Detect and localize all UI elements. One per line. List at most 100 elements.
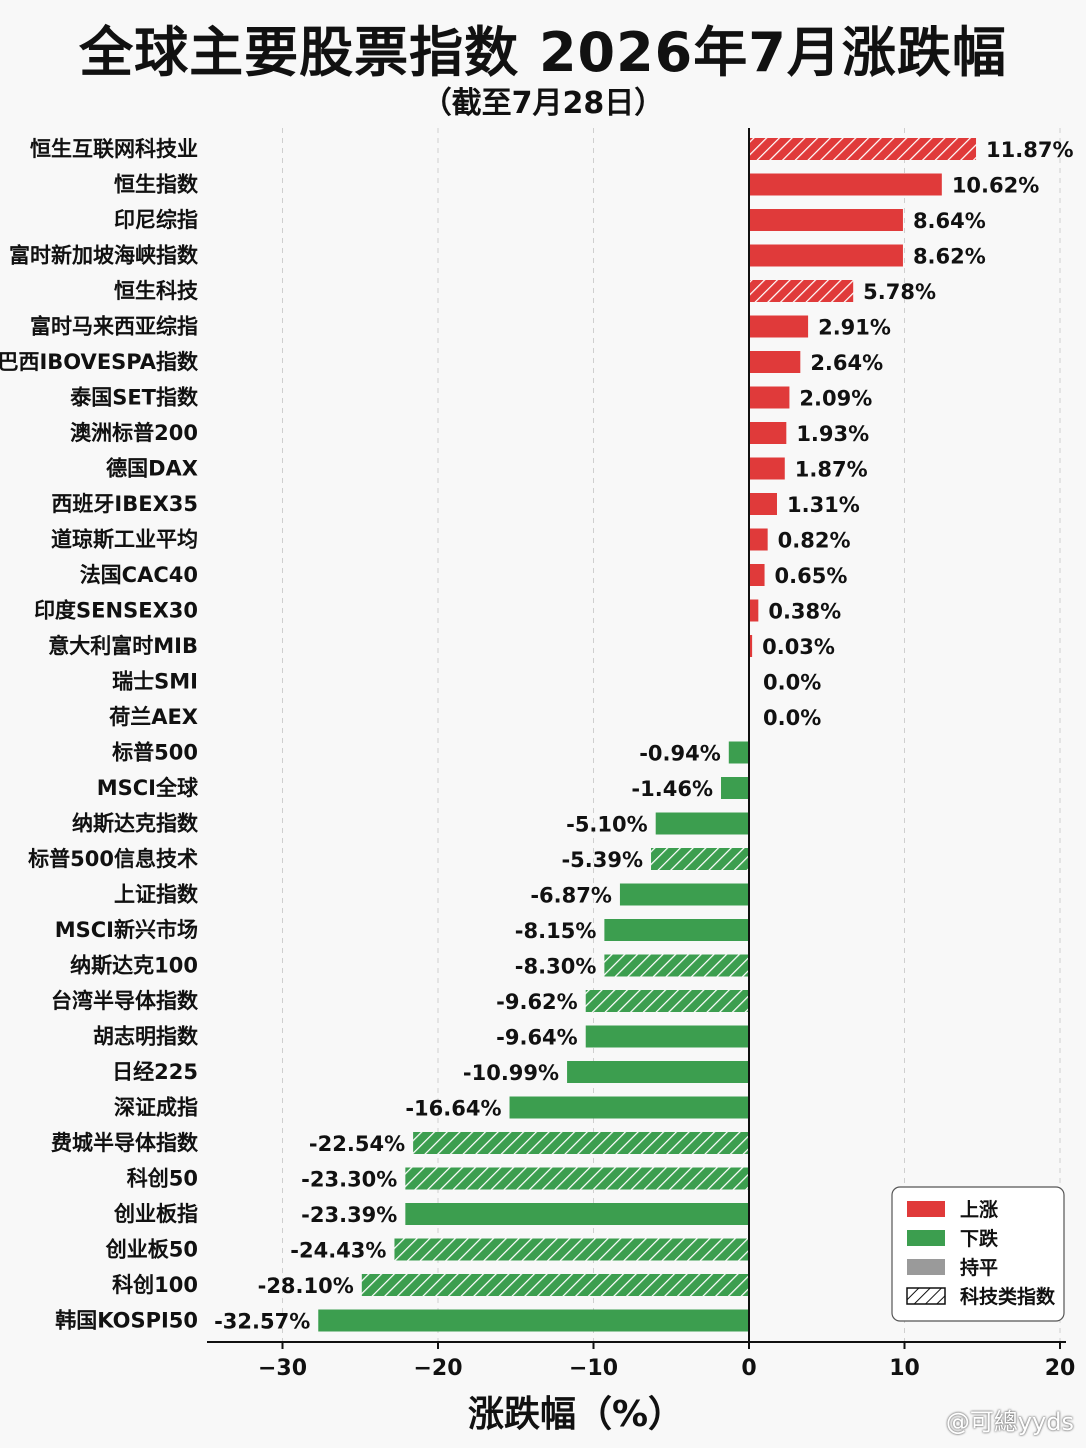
value-label: -5.10%	[566, 813, 648, 837]
category-label: MSCI全球	[97, 776, 199, 800]
bar	[413, 1132, 749, 1154]
category-label: 标普500信息技术	[28, 847, 198, 871]
x-tick-label: 0	[741, 1356, 756, 1381]
legend-label: 持平	[960, 1256, 998, 1279]
value-label: 1.87%	[795, 458, 868, 482]
value-label: 10.62%	[952, 174, 1039, 198]
category-label: 上证指数	[114, 883, 199, 907]
bar	[655, 812, 749, 835]
watermark: @可總yyds	[945, 1408, 1074, 1436]
bar	[749, 173, 942, 196]
category-label: 恒生科技	[114, 279, 199, 303]
bar	[749, 280, 854, 302]
x-tick-label: −20	[413, 1356, 462, 1381]
category-label: 巴西IBOVESPA指数	[0, 350, 199, 374]
legend-swatch	[907, 1259, 945, 1275]
category-labels: 恒生互联网科技业恒生指数印尼综指富时新加坡海峡指数恒生科技富时马来西亚综指巴西I…	[0, 137, 199, 1333]
bar	[405, 1167, 749, 1190]
value-label: -6.87%	[530, 884, 612, 908]
category-label: 日经225	[112, 1060, 198, 1084]
legend-swatch	[906, 1287, 946, 1305]
value-label: -0.94%	[639, 742, 721, 766]
category-label: 印度SENSEX30	[34, 599, 198, 623]
category-label: 费城半导体指数	[51, 1131, 199, 1155]
value-label: -9.64%	[496, 1026, 578, 1050]
bar	[405, 1203, 749, 1225]
bar	[749, 244, 903, 267]
legend-label: 下跌	[960, 1227, 999, 1250]
value-label: 5.78%	[863, 280, 936, 304]
chart-subtitle: （截至7月28日）	[421, 86, 665, 121]
bar	[749, 528, 768, 551]
bar	[394, 1238, 749, 1261]
bar	[721, 777, 749, 799]
bar	[749, 635, 753, 657]
category-label: 台湾半导体指数	[51, 989, 199, 1013]
category-label: 科创50	[127, 1167, 198, 1191]
gridlines	[282, 128, 1061, 1342]
bar	[749, 493, 777, 515]
bar	[585, 990, 749, 1012]
category-label: 纳斯达克指数	[72, 812, 199, 836]
value-label: 1.93%	[796, 422, 869, 446]
value-label: -16.64%	[405, 1097, 501, 1121]
bar	[749, 138, 977, 160]
category-label: 瑞士SMI	[112, 670, 198, 694]
chart-title: 全球主要股票指数 2026年7月涨跌幅	[79, 21, 1007, 84]
category-label: 恒生指数	[114, 173, 199, 197]
x-axis-title: 涨跌幅（%）	[468, 1394, 684, 1435]
bar	[651, 848, 749, 870]
value-label: -28.10%	[258, 1274, 354, 1298]
category-label: 科创100	[112, 1273, 198, 1297]
value-label: -23.39%	[301, 1203, 397, 1227]
bar	[749, 209, 903, 231]
x-tick-label: −30	[258, 1356, 307, 1381]
legend-label: 科技类指数	[960, 1285, 1056, 1308]
bars	[318, 138, 977, 1332]
value-label: 1.31%	[787, 493, 860, 517]
bar	[509, 1096, 749, 1119]
legend-swatch	[907, 1201, 945, 1217]
bar	[604, 919, 749, 941]
value-label: 0.82%	[778, 529, 851, 553]
value-label: -10.99%	[463, 1061, 559, 1085]
category-label: 道琼斯工业平均	[51, 528, 198, 552]
category-label: 印尼综指	[114, 208, 198, 232]
bar	[318, 1309, 749, 1332]
bar	[749, 457, 785, 480]
category-label: 创业板指	[113, 1202, 198, 1226]
x-tick-label: 10	[889, 1356, 920, 1381]
value-label: 8.62%	[913, 245, 986, 269]
category-label: 澳洲标普200	[70, 421, 198, 445]
category-label: 泰国SET指数	[69, 386, 199, 410]
x-tick-label: −10	[569, 1356, 618, 1381]
legend-swatch	[907, 1230, 945, 1246]
bar	[749, 564, 765, 586]
bar	[604, 954, 749, 977]
value-label: 8.64%	[913, 209, 986, 233]
value-label: 2.64%	[810, 351, 883, 375]
value-label: 11.87%	[986, 138, 1073, 162]
bar	[749, 351, 801, 373]
value-label: -9.62%	[496, 990, 578, 1014]
bar	[585, 1025, 749, 1048]
category-label: 富时马来西亚综指	[30, 315, 198, 339]
x-axis: −30 −20 −10 0 10 20	[207, 128, 1075, 1381]
value-label: -23.30%	[301, 1168, 397, 1192]
category-label: 胡志明指数	[93, 1025, 199, 1049]
value-label: 2.09%	[799, 387, 872, 411]
category-label: 标普500	[112, 741, 198, 765]
category-label: 法国CAC40	[80, 563, 198, 587]
value-label: 2.91%	[818, 316, 891, 340]
category-label: 西班牙IBEX35	[51, 492, 198, 516]
value-label: -32.57%	[214, 1310, 310, 1334]
value-label: 0.0%	[763, 706, 821, 730]
x-tick-label: 20	[1045, 1356, 1076, 1381]
category-label: 荷兰AEX	[109, 705, 198, 729]
category-label: 德国DAX	[106, 457, 198, 481]
category-label: 恒生互联网科技业	[30, 137, 198, 161]
value-label: -8.30%	[515, 955, 597, 979]
value-label: 0.0%	[763, 671, 821, 695]
